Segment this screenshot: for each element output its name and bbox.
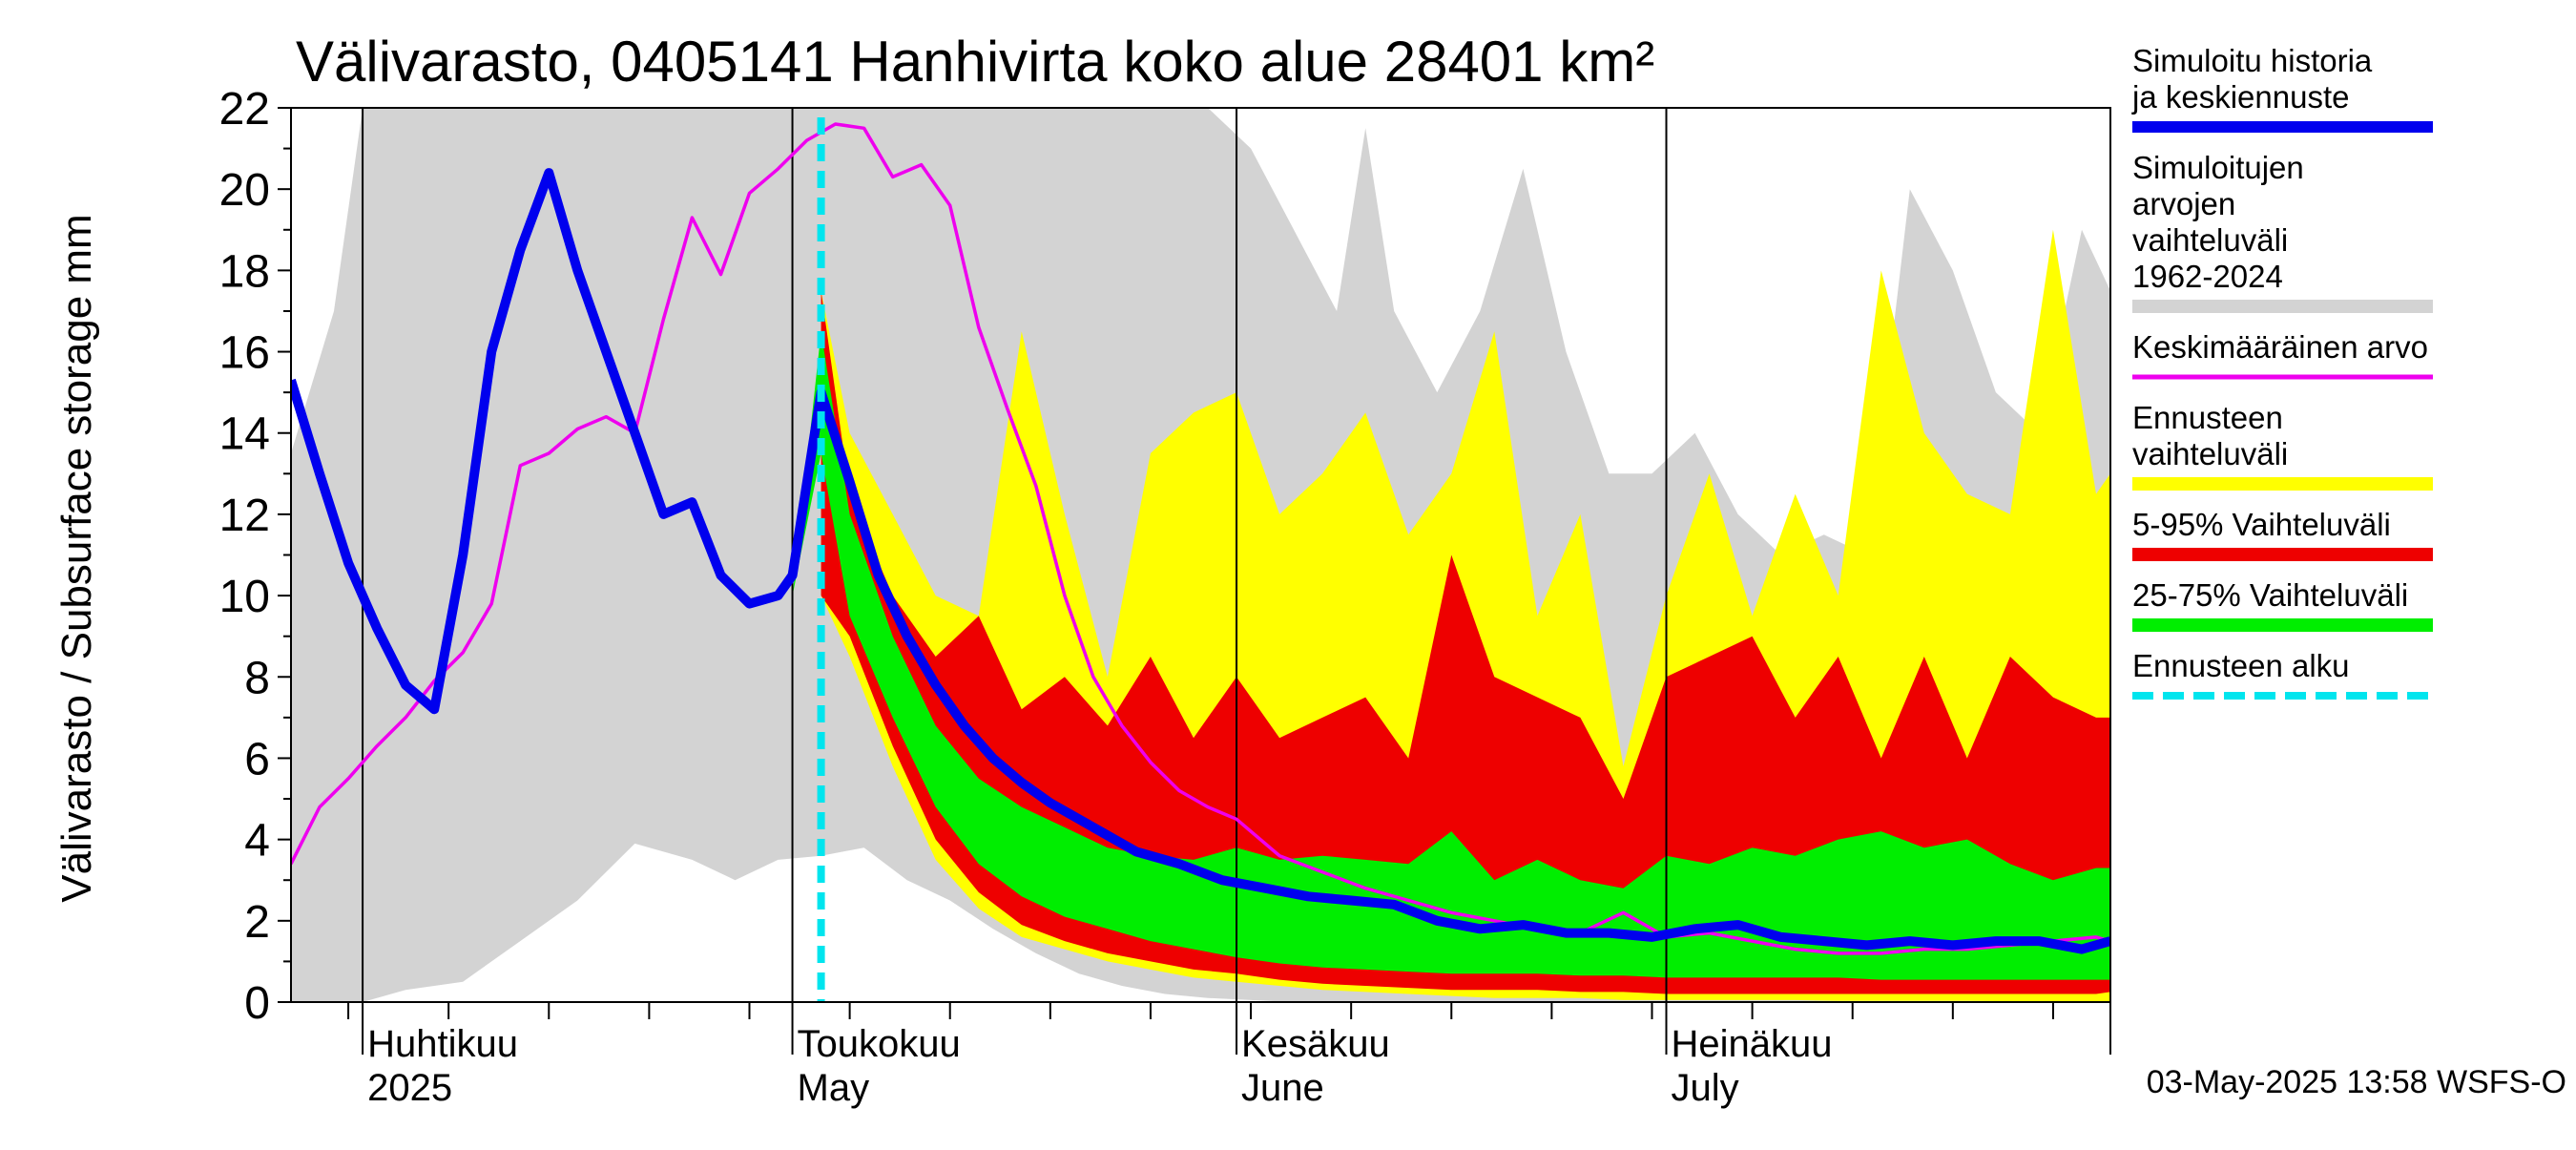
x-month-label: Kesäkuu (1241, 1023, 1390, 1065)
y-tick-label: 20 (219, 165, 270, 216)
y-tick-label: 0 (244, 978, 270, 1029)
legend-item-25-75-vaihteluv-li: 25-75% Vaihteluväli (2132, 577, 2433, 632)
legend-label: Simuloitujen (2132, 150, 2304, 185)
x-month-label: Toukokuu (798, 1023, 961, 1065)
legend-label: 25-75% Vaihteluväli (2132, 577, 2408, 613)
plot-area (291, 108, 2110, 1002)
legend-label: 5-95% Vaihteluväli (2132, 507, 2391, 542)
legend-label: Ennusteen (2132, 400, 2283, 435)
y-axis-label: Välivarasto / Subsurface storage mm (53, 214, 100, 902)
band-5-95-vaihteluv-li (821, 290, 2110, 994)
y-tick-label: 2 (244, 897, 270, 948)
legend-label: vaihteluväli (2132, 436, 2288, 471)
x-month-label: Huhtikuu (367, 1023, 518, 1065)
y-tick-label: 22 (219, 84, 270, 135)
legend-label: arvojen (2132, 186, 2235, 221)
chart-footer: 03-May-2025 13:58 WSFS-O (2147, 1064, 2566, 1100)
y-tick-label: 18 (219, 246, 270, 297)
y-tick-label: 6 (244, 734, 270, 784)
chart-title: Välivarasto, 0405141 Hanhivirta koko alu… (296, 30, 1654, 94)
band-25-75-vaihteluv-li (792, 331, 2110, 980)
x-month-sublabel: 2025 (367, 1067, 452, 1109)
y-tick-label: 8 (244, 653, 270, 703)
y-tick-label: 4 (244, 816, 270, 867)
y-tick-label: 14 (219, 409, 270, 460)
legend-label: Simuloitu historia (2132, 43, 2373, 78)
y-tick-label: 10 (219, 572, 270, 622)
legend-item-ennusteen-alku: Ennusteen alku (2132, 648, 2433, 700)
legend-label: vaihteluväli (2132, 222, 2288, 258)
x-month-sublabel: May (798, 1067, 870, 1109)
x-month-sublabel: July (1672, 1067, 1739, 1109)
legend-label: 1962-2024 (2132, 259, 2283, 294)
legend-label: Ennusteen alku (2132, 648, 2350, 683)
legend-item-keskim-r-inen-arvo: Keskimääräinen arvo (2132, 329, 2433, 380)
y-tick-label: 12 (219, 491, 270, 541)
legend-item-5-95-vaihteluv-li: 5-95% Vaihteluväli (2132, 507, 2433, 561)
x-month-label: Heinäkuu (1672, 1023, 1833, 1065)
legend-label: Keskimääräinen arvo (2132, 329, 2428, 365)
y-tick-label: 16 (219, 328, 270, 379)
line-simuloitu-historia-ja-keskiennuste (291, 168, 2110, 954)
x-month-sublabel: June (1241, 1067, 1324, 1109)
plot-series (291, 108, 2110, 1002)
legend-label: ja keskiennuste (2131, 79, 2349, 115)
line-keskim-r-inen-arvo (291, 122, 2110, 955)
